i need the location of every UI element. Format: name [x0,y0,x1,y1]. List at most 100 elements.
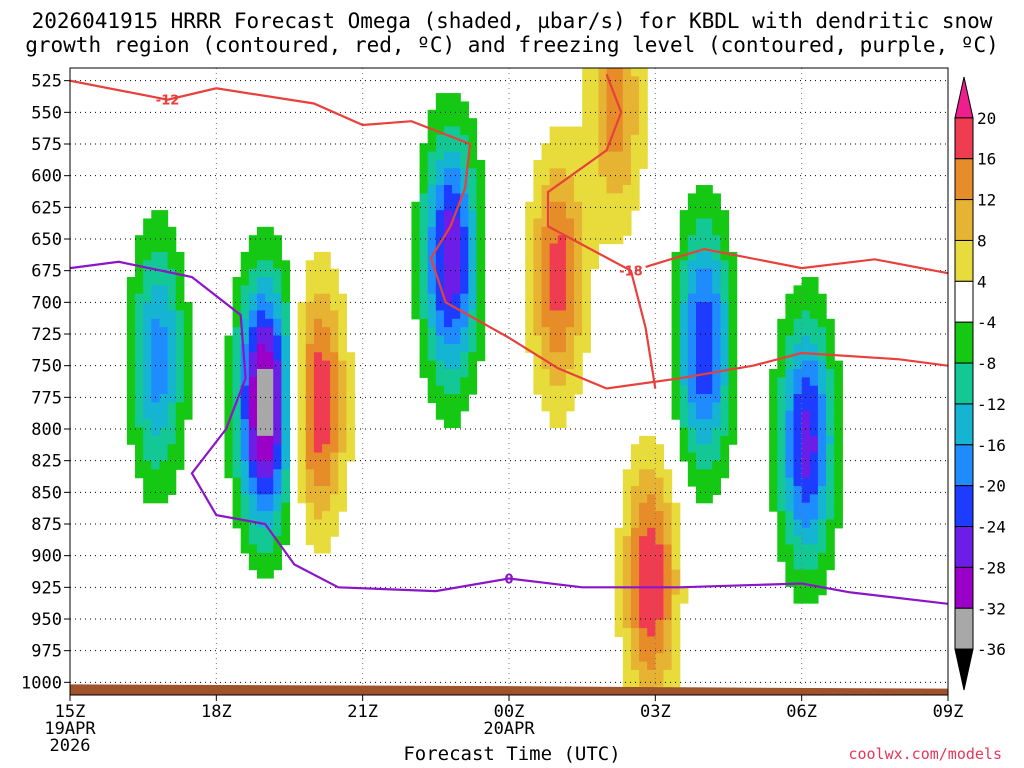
omega-cell [801,452,811,462]
omega-cell [777,511,787,521]
omega-cell [338,402,348,412]
omega-cell [232,427,242,437]
omega-cell [565,285,575,295]
omega-cell [622,544,632,554]
omega-cell [582,226,591,236]
omega-cell [639,594,648,604]
omega-cell [801,318,811,328]
omega-cell [232,277,242,286]
omega-cell [671,577,681,587]
omega-cell [322,444,331,454]
omega-cell [663,502,673,512]
omega-cell [630,611,640,621]
omega-cell [281,343,291,353]
omega-cell [809,469,819,479]
omega-cell [606,68,616,77]
omega-cell [557,402,567,412]
omega-cell [143,352,152,362]
omega-cell [281,527,291,537]
omega-cell [167,310,177,320]
omega-cell [525,251,534,261]
omega-cell [460,159,469,169]
omega-cell [143,285,152,295]
omega-cell [313,335,323,345]
omega-cell [687,310,697,320]
omega-cell [468,176,478,186]
omega-cell [793,419,803,429]
omega-cell [541,235,551,245]
omega-cell [297,460,307,470]
omega-cell [159,469,169,479]
omega-cell [817,343,827,353]
omega-cell [460,218,469,228]
omega-cell [793,285,803,295]
omega-cell [443,218,453,228]
omega-cell [427,293,437,303]
omega-cell [565,260,575,270]
omega-cell [639,636,648,646]
omega-cell [322,460,331,470]
omega-cell [322,511,331,521]
omega-cell [622,494,632,504]
omega-cell [622,134,632,144]
omega-cell [305,302,315,312]
omega-cell [452,260,461,270]
omega-cell [582,260,591,270]
omega-cell [322,435,331,445]
omega-cell [411,302,421,312]
omega-cell [687,394,697,403]
omega-cell [817,452,827,462]
omega-cell [541,285,551,295]
omega-cell [720,360,730,370]
omega-cell [639,76,648,86]
omega-cell [687,201,697,211]
omega-cell [240,511,250,521]
omega-cell [622,653,632,663]
omega-cell [687,268,697,278]
omega-cell [460,210,469,220]
omega-cell [330,410,339,420]
omega-cell [533,377,543,387]
omega-cell [712,251,721,261]
omega-cell [240,277,250,286]
omega-cell [793,494,803,504]
omega-cell [606,218,616,228]
omega-cell [565,126,575,136]
omega-cell [606,168,616,178]
omega-cell [256,318,266,328]
omega-cell [574,293,583,303]
omega-cell [582,201,591,211]
omega-cell [232,494,242,504]
omega-cell [817,502,827,512]
omega-cell [419,327,429,337]
omega-cell [712,394,721,403]
omega-cell [273,277,282,286]
omega-cell [639,486,648,495]
omega-cell [305,410,315,420]
omega-cell [183,360,193,370]
omega-cell [281,486,291,495]
omega-cell [322,544,331,554]
omega-cell [671,619,681,629]
omega-cell [549,419,559,429]
omega-cell [143,377,152,387]
y-tick-label: 950 [31,610,62,630]
omega-cell [801,527,811,537]
omega-cell [435,193,445,203]
omega-cell [679,427,689,437]
omega-cell [281,502,291,512]
omega-cell [549,343,559,353]
credit-link[interactable]: coolwx.com/models [848,745,1002,763]
omega-cell [313,511,323,521]
omega-cell [443,93,453,103]
omega-cell [655,653,665,663]
omega-cell [679,435,689,445]
omega-cell [419,368,429,378]
omega-cell [273,318,282,328]
omega-cell [655,678,665,688]
omega-cell [452,293,461,303]
omega-cell [452,193,461,203]
omega-cell [826,327,835,337]
omega-cell [630,561,640,571]
omega-cell [419,226,429,236]
